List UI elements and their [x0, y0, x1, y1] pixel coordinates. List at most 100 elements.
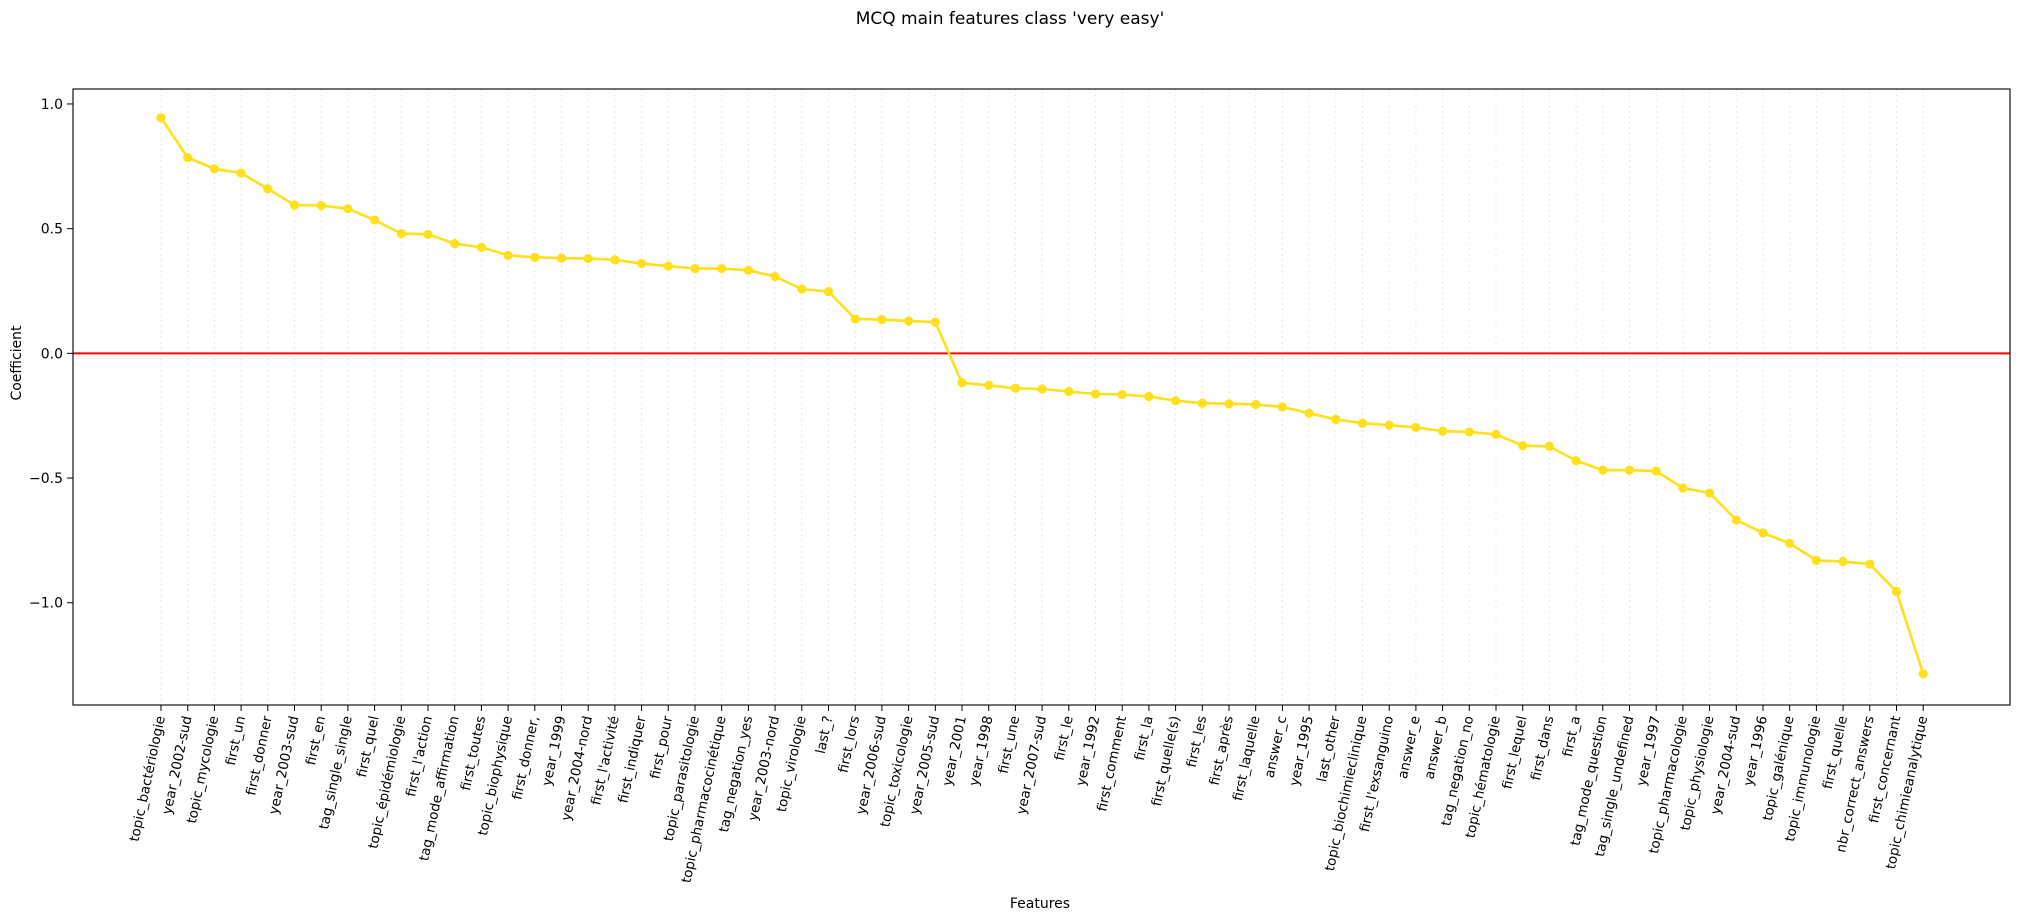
data-point — [1037, 384, 1047, 394]
data-point — [530, 252, 540, 262]
data-point — [1384, 420, 1394, 430]
plot-frame — [72, 88, 2011, 706]
x-tick-label: year_2001 — [939, 715, 969, 788]
data-point — [183, 152, 193, 163]
x-tick-label: first_un — [223, 715, 249, 767]
data-point — [1010, 383, 1021, 393]
series-layer — [156, 113, 1928, 679]
x-tick-label: first_quel — [354, 715, 383, 779]
data-point — [1598, 465, 1608, 475]
x-tick-label: first_après — [1207, 715, 1237, 787]
data-point — [1544, 441, 1554, 451]
x-tick-label: first_quelle — [1820, 715, 1851, 791]
data-point — [610, 255, 620, 265]
data-point — [1331, 414, 1341, 425]
x-tick-label: topic_bactériologie — [127, 715, 169, 844]
x-tick-label: last_other — [1314, 714, 1344, 783]
data-point — [1491, 429, 1501, 440]
x-tick-label: first_donner, — [509, 715, 542, 802]
data-point — [1197, 398, 1207, 408]
data-point — [690, 263, 700, 274]
x-tick-label: first_toutes — [458, 715, 489, 793]
data-point — [1811, 555, 1821, 565]
x-tick-label: last_? — [813, 715, 837, 756]
data-point — [423, 229, 433, 239]
grid-layer — [160, 89, 1924, 705]
data-point — [1731, 515, 1741, 525]
data-point — [1224, 399, 1234, 409]
data-point — [1304, 408, 1314, 418]
x-tick-label: first_pour — [647, 714, 676, 780]
x-tick-label: year_1998 — [966, 715, 996, 788]
data-point — [236, 168, 246, 178]
data-point — [1251, 399, 1261, 410]
x-tick-label: year_1997 — [1634, 715, 1664, 788]
data-point — [904, 316, 914, 326]
data-point — [1624, 465, 1635, 475]
x-tick-label: answer_e — [1395, 715, 1424, 781]
data-point — [396, 229, 406, 239]
x-tick-label: first_laquelle — [1230, 715, 1264, 803]
x-tick-label: first_lors — [835, 715, 863, 775]
data-point — [957, 378, 967, 388]
data-point — [476, 242, 486, 252]
data-point — [289, 200, 300, 210]
data-point — [209, 164, 219, 174]
y-tick-label: −1.0 — [29, 596, 63, 612]
data-point — [1357, 418, 1368, 428]
data-point — [1117, 389, 1127, 400]
data-point — [316, 200, 326, 211]
x-tick-label: first_la — [1132, 715, 1157, 762]
data-point — [1438, 426, 1448, 436]
data-point — [1891, 586, 1902, 597]
data-point — [823, 286, 834, 297]
x-tick-label: answer_c — [1262, 715, 1291, 780]
data-point — [156, 113, 166, 123]
data-point — [1090, 389, 1101, 399]
data-point — [1705, 488, 1715, 498]
x-tick-label: year_1992 — [1073, 715, 1103, 788]
data-point — [1678, 483, 1688, 493]
data-point — [1758, 528, 1768, 538]
data-point — [663, 261, 673, 271]
data-point — [770, 271, 780, 282]
y-tick-label: 1.0 — [41, 97, 63, 113]
data-point — [503, 250, 513, 260]
data-point — [1464, 427, 1474, 437]
data-point — [343, 204, 353, 214]
data-point — [1918, 669, 1928, 679]
data-point — [984, 380, 994, 390]
x-tick-label: first_lequel — [1499, 715, 1530, 791]
data-point — [1785, 538, 1795, 548]
x-tick-label: first_le — [1052, 715, 1077, 763]
x-tick-label: year_1995 — [1287, 715, 1317, 788]
data-point — [583, 253, 593, 264]
x-axis-label: Features — [1010, 896, 1070, 912]
data-point — [1411, 422, 1421, 433]
x-tick-label: year_1996 — [1740, 715, 1770, 788]
x-tick-label: first_dans — [1528, 715, 1557, 782]
data-point — [717, 263, 727, 274]
data-point — [1651, 466, 1661, 476]
data-point — [263, 184, 273, 194]
data-point — [1171, 396, 1181, 406]
data-point — [1064, 386, 1074, 397]
data-point — [877, 315, 887, 325]
data-point — [850, 314, 860, 324]
data-point — [637, 258, 647, 269]
data-point — [1277, 402, 1287, 412]
axes-layer: −1.0 −0.5 0.0 0.5 1.0 topic_bactériologie year… — [29, 88, 2011, 884]
data-point — [1144, 391, 1154, 402]
x-tick-label: first_en — [303, 715, 329, 767]
data-point — [1571, 455, 1581, 466]
x-tick-label: first_a — [1560, 715, 1584, 759]
x-tick-label: answer_b — [1422, 715, 1451, 781]
data-point — [1518, 441, 1528, 451]
chart-title: MCQ main features class 'very easy' — [856, 9, 1165, 29]
x-tick-label: first_une — [995, 715, 1023, 776]
data-point — [450, 239, 460, 249]
y-tick-label: 0.0 — [41, 346, 63, 362]
data-point — [1865, 559, 1875, 569]
